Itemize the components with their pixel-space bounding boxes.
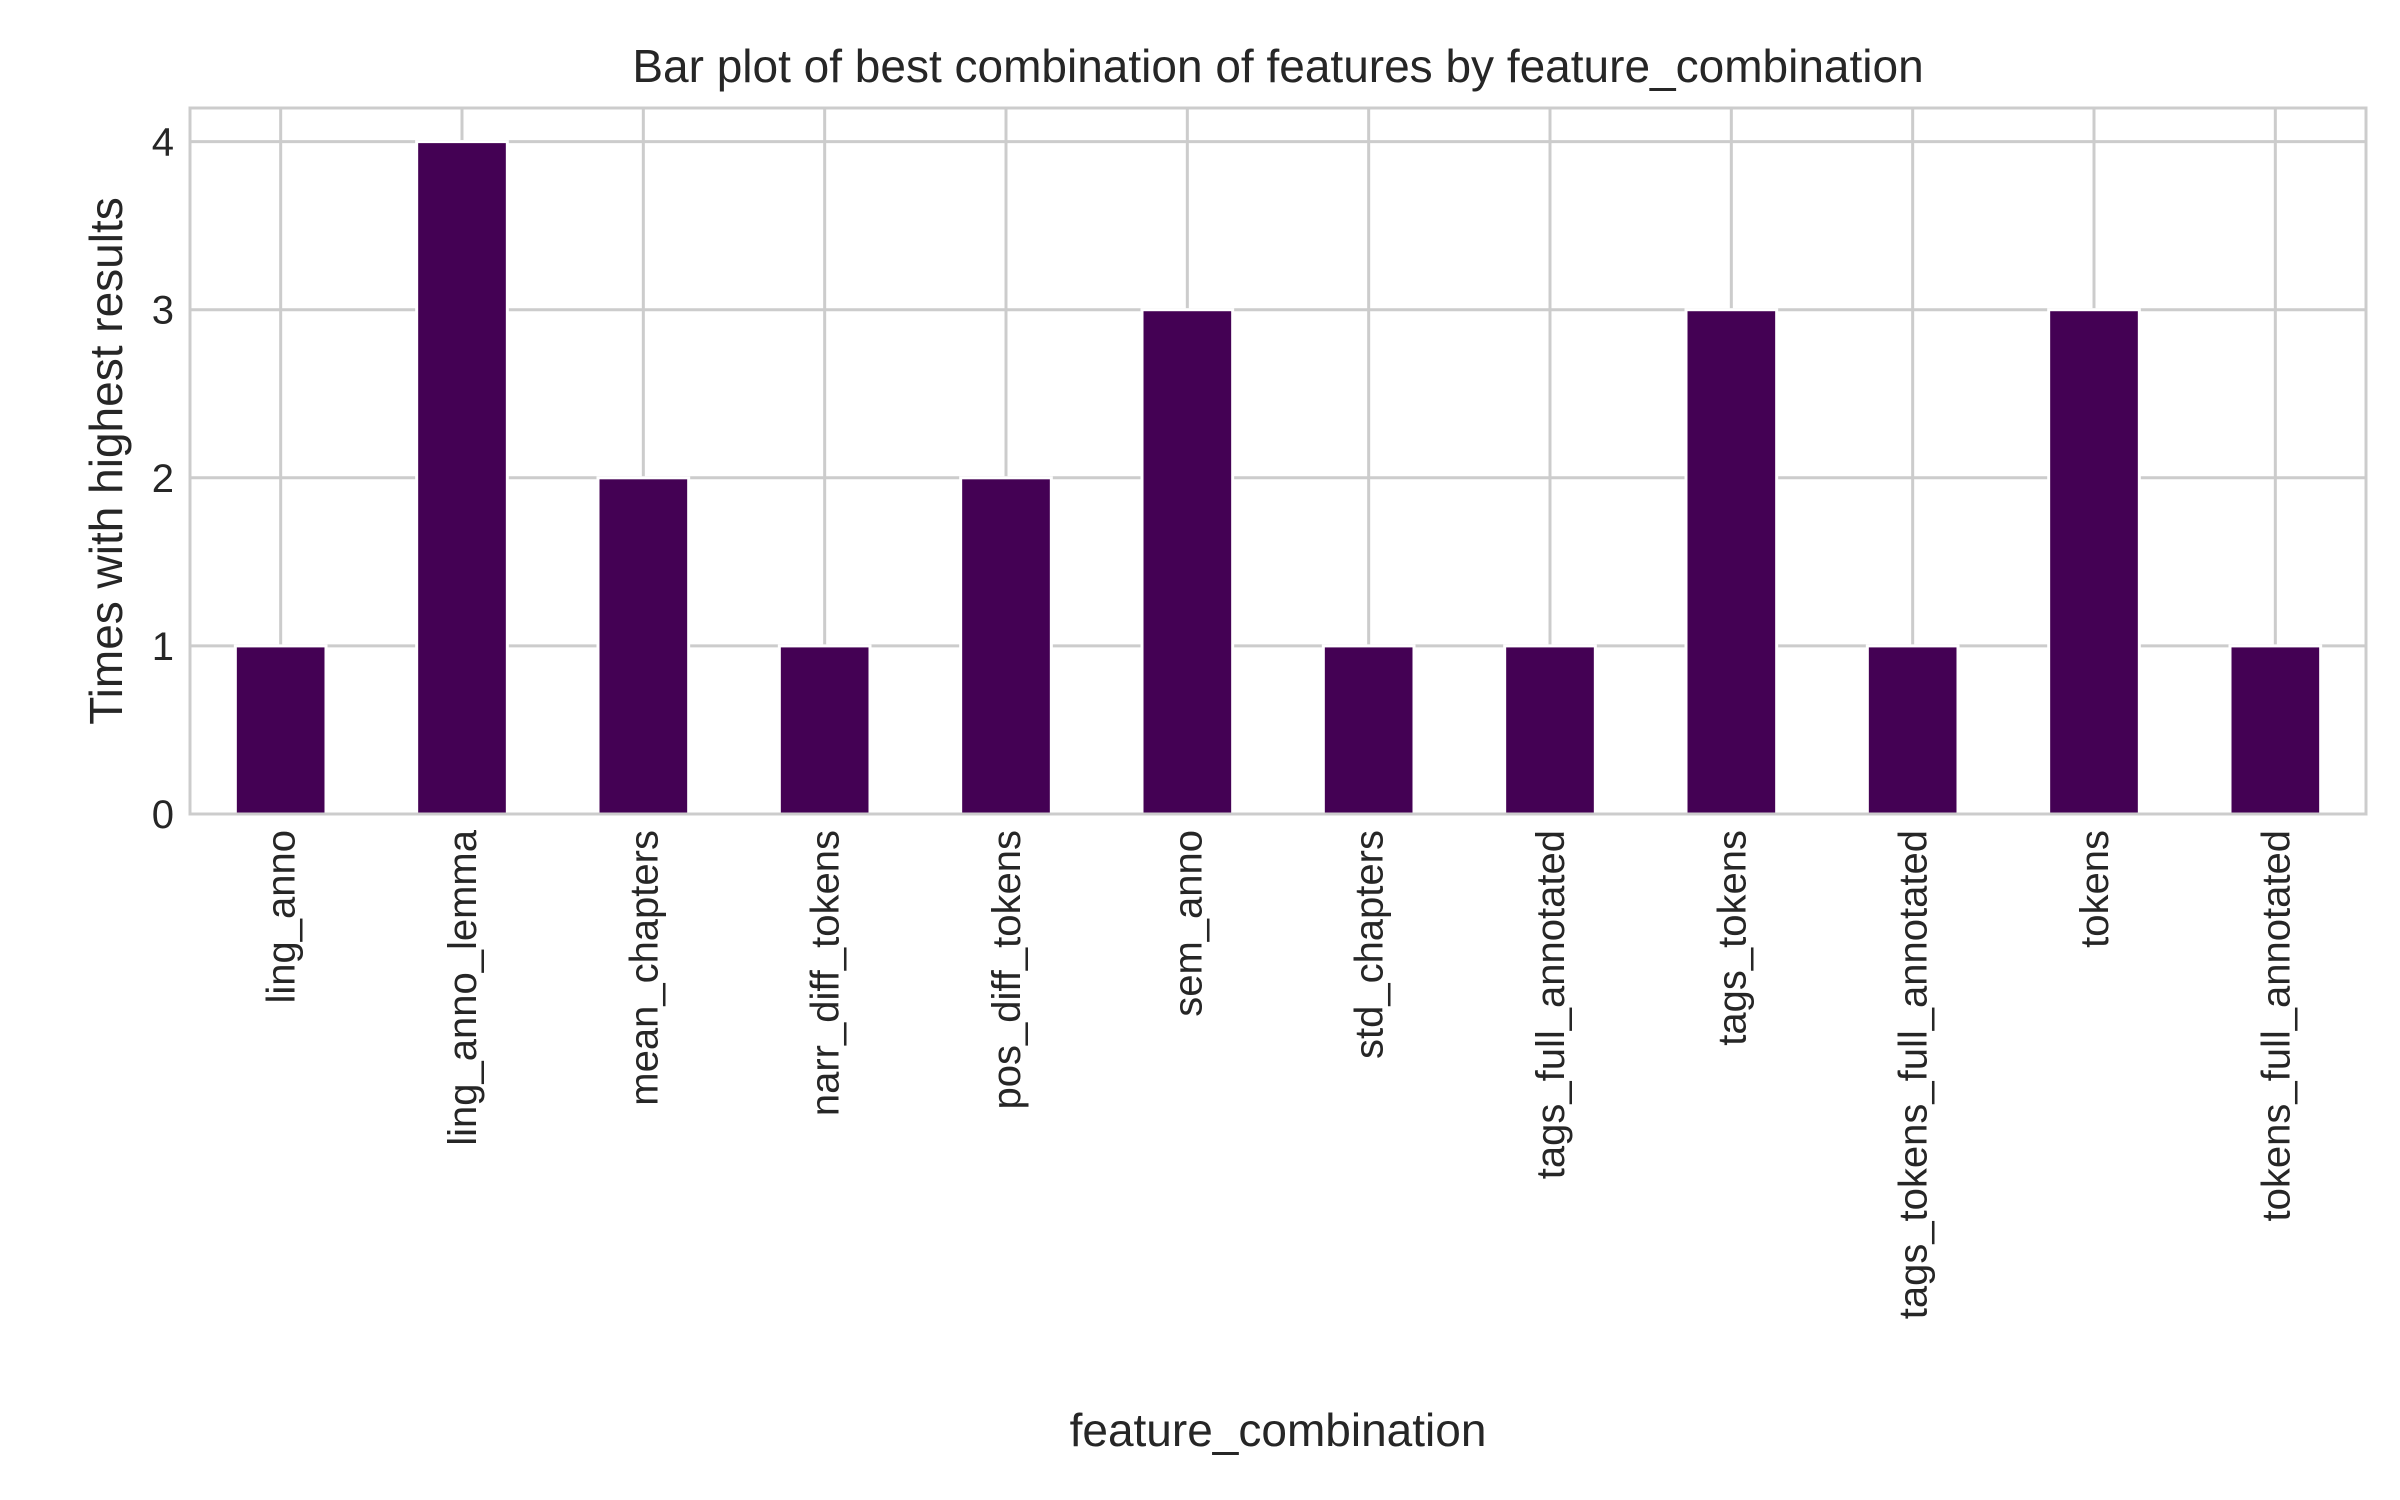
x-tick-label: tags_tokens: [1710, 830, 1754, 1046]
x-tick-label: tokens_full_annotated: [2254, 830, 2298, 1221]
bar-sem-anno: [1140, 308, 1235, 816]
bar-ling-anno-lemma: [415, 140, 509, 816]
bar-narr-diff-tokens: [777, 644, 872, 816]
bar-std-chapters: [1321, 644, 1416, 816]
x-tick-label: std_chapters: [1348, 830, 1392, 1059]
x-tick-label: tags_tokens_full_annotated: [1892, 830, 1936, 1319]
x-tick-label: ling_anno: [260, 830, 304, 1004]
y-tick-label: 0: [152, 793, 174, 837]
bar-tokens: [2047, 308, 2141, 816]
x-tick-label: tokens: [2073, 830, 2117, 948]
x-tick-label: ling_anno_lemma: [441, 829, 485, 1146]
y-tick-labels: 0 1 2 3 4: [152, 121, 174, 837]
x-tick-label: narr_diff_tokens: [804, 830, 848, 1116]
bar-layer: [233, 140, 2323, 816]
x-axis-label: feature_combination: [1070, 1404, 1487, 1456]
bar-ling-anno: [233, 644, 328, 816]
bar-tags-full-annotated: [1503, 644, 1597, 816]
x-tick-label: tags_full_annotated: [1529, 830, 1573, 1179]
x-tick-labels: ling_anno ling_anno_lemma mean_chapters nar…: [260, 829, 2299, 1319]
bar-mean-chapters: [596, 476, 691, 816]
y-tick-label: 1: [152, 625, 174, 669]
x-tick-label: pos_diff_tokens: [985, 830, 1029, 1109]
plot-frame: [188, 106, 2368, 816]
bar-tags-tokens: [1684, 308, 1779, 816]
bar-tokens-full-annotated: [2228, 644, 2323, 816]
y-tick-label: 2: [152, 457, 174, 501]
x-tick-label: sem_anno: [1166, 830, 1210, 1017]
x-tick-label: mean_chapters: [622, 830, 666, 1106]
y-axis-label: Times with highest results: [80, 197, 132, 724]
bar-pos-diff-tokens: [959, 476, 1053, 816]
y-tick-label: 4: [152, 121, 174, 165]
bar-tags-tokens-full-annotated: [1865, 644, 1960, 816]
y-tick-label: 3: [152, 289, 174, 333]
chart-title: Bar plot of best combination of features…: [632, 40, 1923, 92]
